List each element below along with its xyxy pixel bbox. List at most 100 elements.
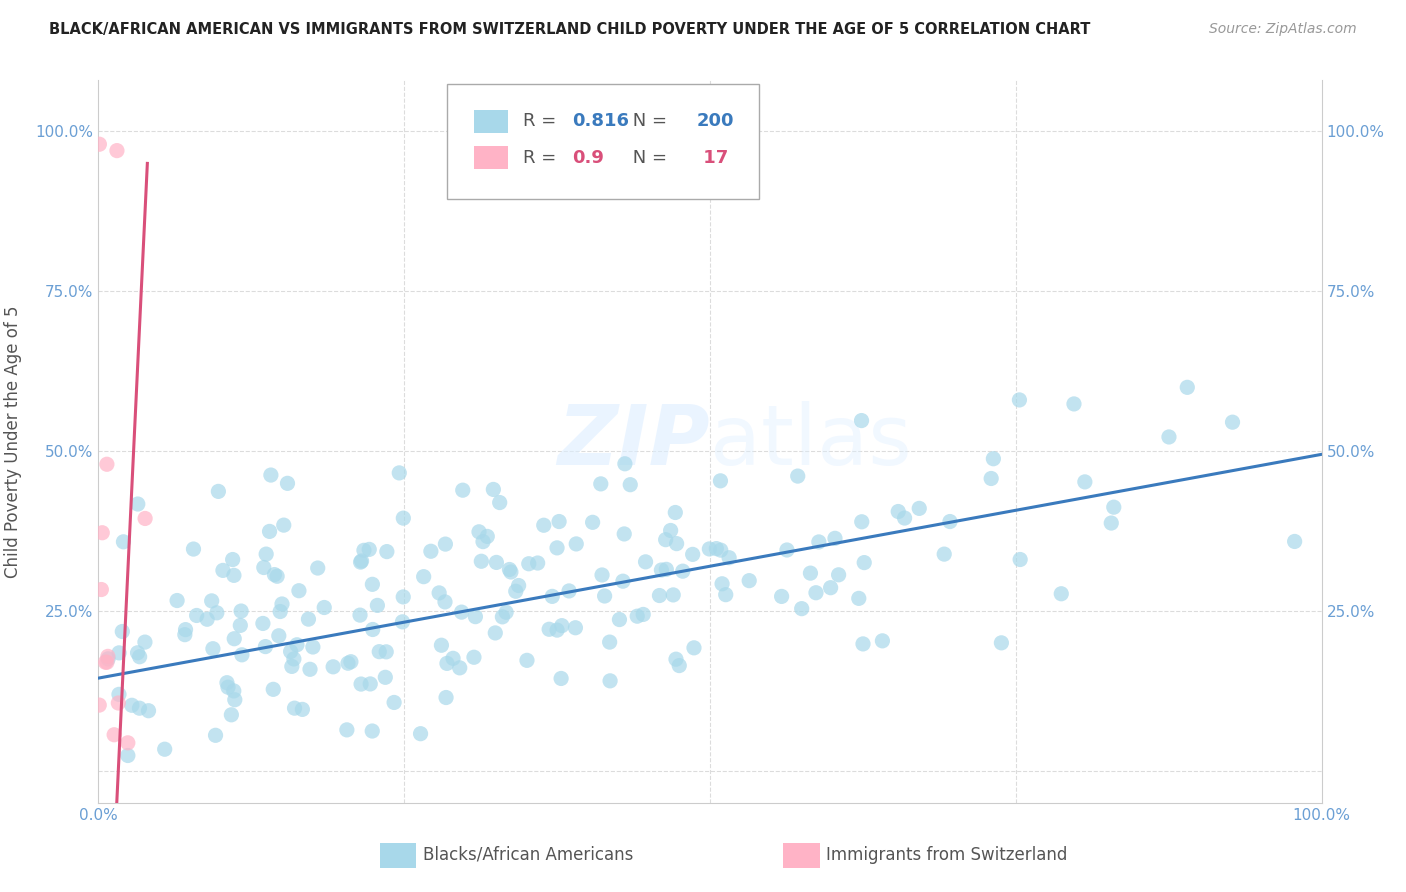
Point [1284, 534, 1306, 549]
Point [382, 696, 405, 710]
Point [128, 649, 150, 664]
Point [1050, 587, 1073, 601]
Point [89, 137, 111, 152]
Text: N =: N = [627, 112, 672, 130]
Point [96, 457, 118, 471]
Point [990, 636, 1012, 650]
Point [541, 590, 564, 604]
Point [983, 451, 1005, 466]
Point [434, 690, 457, 705]
Point [776, 543, 799, 558]
Point [786, 469, 808, 483]
Point [599, 673, 621, 688]
Point [252, 616, 274, 631]
Point [229, 604, 252, 618]
Point [436, 657, 458, 671]
Point [112, 534, 135, 549]
Point [254, 547, 277, 561]
Point [281, 659, 304, 673]
Point [564, 621, 586, 635]
Point [269, 605, 291, 619]
Text: ZIP: ZIP [557, 401, 710, 482]
Point [609, 613, 631, 627]
Point [392, 511, 415, 525]
Point [804, 586, 827, 600]
Point [127, 497, 149, 511]
Point [1099, 516, 1122, 530]
Point [89, 698, 111, 712]
Point [94, 655, 117, 669]
Point [738, 574, 761, 588]
Point [1175, 380, 1198, 394]
Point [128, 701, 150, 715]
Point [267, 629, 290, 643]
Point [682, 548, 704, 562]
Point [665, 652, 688, 666]
Point [491, 610, 513, 624]
Point [222, 568, 245, 582]
Point [593, 589, 616, 603]
Y-axis label: Child Poverty Under the Age of 5: Child Poverty Under the Age of 5 [4, 305, 21, 578]
Point [117, 748, 139, 763]
Text: Blacks/African Americans: Blacks/African Americans [423, 846, 633, 863]
Point [508, 578, 530, 592]
Point [412, 569, 434, 583]
Point [485, 556, 508, 570]
Point [626, 609, 648, 624]
Point [433, 595, 456, 609]
Point [138, 704, 160, 718]
Point [631, 607, 654, 622]
Point [450, 605, 472, 619]
Point [291, 702, 314, 716]
Point [409, 727, 432, 741]
Point [90, 582, 112, 597]
Point [477, 529, 499, 543]
Point [699, 541, 721, 556]
Point [349, 555, 371, 569]
Point [505, 584, 527, 599]
Point [153, 742, 176, 756]
Point [790, 601, 813, 615]
Point [709, 474, 731, 488]
Text: R =: R = [523, 112, 562, 130]
Point [263, 567, 285, 582]
Point [276, 476, 298, 491]
Text: 17: 17 [696, 149, 728, 167]
Point [166, 593, 188, 607]
Point [472, 534, 495, 549]
Point [565, 537, 588, 551]
Bar [474, 146, 508, 169]
Point [359, 677, 381, 691]
Point [659, 524, 682, 538]
Point [589, 476, 612, 491]
Bar [783, 843, 820, 868]
Point [97, 649, 120, 664]
Point [558, 583, 581, 598]
Point [350, 677, 373, 691]
Point [391, 615, 413, 629]
Point [266, 569, 288, 583]
Point [368, 645, 391, 659]
Point [852, 637, 875, 651]
Point [464, 609, 486, 624]
Point [298, 662, 321, 676]
Point [710, 543, 733, 558]
Point [634, 555, 657, 569]
Point [224, 632, 246, 646]
Point [322, 660, 344, 674]
Text: atlas: atlas [710, 401, 911, 482]
Text: 0.816: 0.816 [572, 112, 628, 130]
Text: Source: ZipAtlas.com: Source: ZipAtlas.com [1209, 22, 1357, 37]
Point [280, 644, 302, 658]
Text: 0.9: 0.9 [572, 149, 603, 167]
Point [650, 563, 672, 577]
Point [221, 707, 243, 722]
Point [820, 581, 842, 595]
Point [1222, 415, 1244, 429]
Point [591, 568, 613, 582]
Point [361, 623, 384, 637]
Point [388, 466, 411, 480]
Point [499, 565, 522, 579]
Point [302, 640, 325, 654]
Point [526, 556, 548, 570]
